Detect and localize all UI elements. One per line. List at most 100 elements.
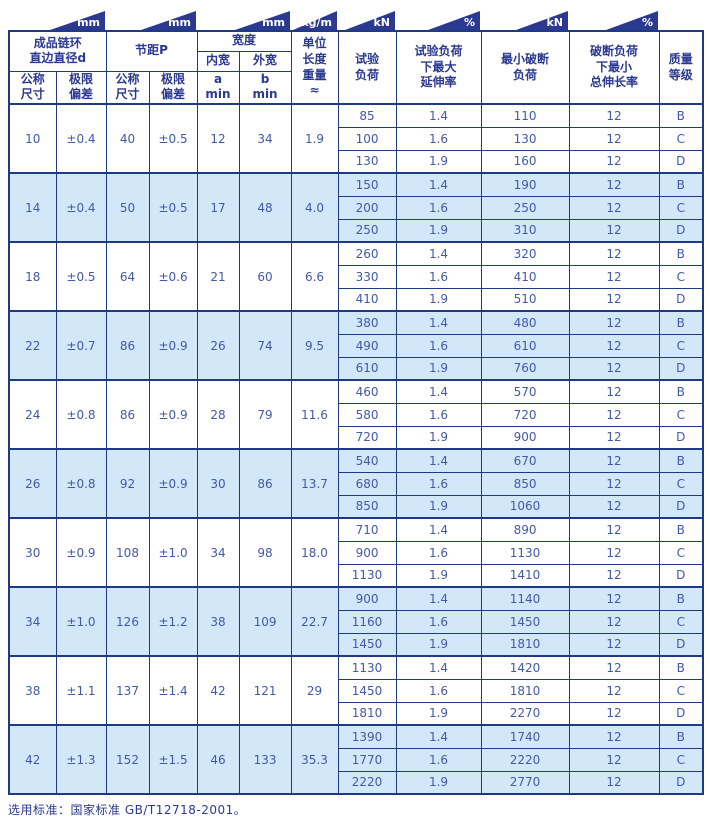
cell-test-load: 130 <box>337 149 397 174</box>
cell-grade: C <box>658 402 704 427</box>
cell-p-tolerance: ±0.9 <box>148 448 198 519</box>
cell-min-total-elongation: 12 <box>568 218 660 243</box>
cell-min-break-load: 850 <box>480 471 570 496</box>
cell-d-tolerance: ±0.9 <box>55 517 107 588</box>
unit-flag-kg-m: kg/m <box>293 11 337 30</box>
cell-max-elongation: 1.9 <box>395 563 482 588</box>
cell-a-min: 28 <box>196 379 240 450</box>
cell-min-total-elongation: 12 <box>568 287 660 312</box>
cell-a-min: 21 <box>196 241 240 312</box>
cell-unit-weight: 9.5 <box>290 310 339 381</box>
cell-max-elongation: 1.4 <box>395 517 482 542</box>
cell-a-min: 46 <box>196 724 240 795</box>
cell-test-load: 540 <box>337 448 397 473</box>
table-row: 410 1.9 510 12 D <box>9 287 704 312</box>
cell-grade: C <box>658 471 704 496</box>
cell-test-load: 1810 <box>337 701 397 726</box>
cell-d-tolerance: ±0.4 <box>55 172 107 243</box>
cell-grade: B <box>658 172 704 197</box>
chain-spec-table: 成品链环 直边直径d 节距P 宽度 单位 长度 重量 ≈ 试验 负荷 试验负荷 … <box>8 30 705 795</box>
cell-test-load: 610 <box>337 356 397 381</box>
cell-test-load: 1390 <box>337 724 397 749</box>
cell-p-tolerance: ±0.9 <box>148 310 198 381</box>
cell-b-min: 133 <box>238 724 292 795</box>
cell-min-break-load: 1140 <box>480 586 570 611</box>
cell-min-break-load: 2270 <box>480 701 570 726</box>
cell-a-min: 38 <box>196 586 240 657</box>
cell-max-elongation: 1.4 <box>395 172 482 197</box>
cell-max-elongation: 1.9 <box>395 494 482 519</box>
header-inner-width: 内宽 <box>196 50 240 72</box>
cell-min-total-elongation: 12 <box>568 264 660 289</box>
cell-max-elongation: 1.6 <box>395 540 482 565</box>
header-test-load: 试验 负荷 <box>337 30 397 105</box>
cell-d-tolerance: ±0.5 <box>55 241 107 312</box>
cell-max-elongation: 1.9 <box>395 356 482 381</box>
cell-min-total-elongation: 12 <box>568 747 660 772</box>
cell-min-break-load: 1740 <box>480 724 570 749</box>
cell-b-min: 74 <box>238 310 292 381</box>
cell-test-load: 680 <box>337 471 397 496</box>
header-outer-width: 外宽 <box>238 50 292 72</box>
cell-unit-weight: 18.0 <box>290 517 339 588</box>
cell-max-elongation: 1.6 <box>395 747 482 772</box>
cell-d-tolerance: ±0.7 <box>55 310 107 381</box>
cell-d-tolerance: ±1.3 <box>55 724 107 795</box>
cell-max-elongation: 1.9 <box>395 287 482 312</box>
cell-d-nominal: 34 <box>8 586 57 657</box>
cell-p-tolerance: ±0.5 <box>148 172 198 243</box>
unit-flag-mm: mm <box>141 11 196 30</box>
header-d-group: 成品链环 直边直径d <box>8 30 107 72</box>
cell-max-elongation: 1.9 <box>395 149 482 174</box>
cell-min-total-elongation: 12 <box>568 310 660 335</box>
header-min-total-elongation: 破断负荷 下最小 总伸长率 <box>568 30 660 105</box>
cell-p-nominal: 50 <box>105 172 150 243</box>
cell-min-break-load: 310 <box>480 218 570 243</box>
cell-unit-weight: 29 <box>290 655 339 726</box>
cell-test-load: 720 <box>337 425 397 450</box>
cell-p-nominal: 126 <box>105 586 150 657</box>
cell-p-nominal: 40 <box>105 103 150 174</box>
table-row: 1130 1.9 1410 12 D <box>9 563 704 588</box>
cell-test-load: 260 <box>337 241 397 266</box>
header-b-min: b min <box>238 70 292 105</box>
cell-min-total-elongation: 12 <box>568 724 660 749</box>
cell-min-break-load: 1060 <box>480 494 570 519</box>
cell-unit-weight: 1.9 <box>290 103 339 174</box>
cell-a-min: 26 <box>196 310 240 381</box>
table-row: 1450 1.6 1810 12 C <box>9 678 704 703</box>
cell-test-load: 250 <box>337 218 397 243</box>
cell-p-tolerance: ±1.5 <box>148 724 198 795</box>
header-a-min: a min <box>196 70 240 105</box>
unit-flag-percent: % <box>606 11 658 30</box>
cell-grade: D <box>658 563 704 588</box>
cell-test-load: 1770 <box>337 747 397 772</box>
table-row: 850 1.9 1060 12 D <box>9 494 704 519</box>
header-p-tolerance: 极限 偏差 <box>148 70 198 105</box>
cell-max-elongation: 1.6 <box>395 471 482 496</box>
cell-b-min: 121 <box>238 655 292 726</box>
header-d-nominal: 公称 尺寸 <box>8 70 57 105</box>
cell-p-nominal: 152 <box>105 724 150 795</box>
cell-p-nominal: 86 <box>105 379 150 450</box>
cell-min-break-load: 900 <box>480 425 570 450</box>
header-min-break-load: 最小破断 负荷 <box>480 30 570 105</box>
cell-grade: C <box>658 540 704 565</box>
cell-grade: C <box>658 333 704 358</box>
cell-min-total-elongation: 12 <box>568 425 660 450</box>
cell-min-break-load: 890 <box>480 517 570 542</box>
table-body: 10 ±0.4 40 ±0.5 12 34 1.9 85 1.4 110 12 B 100 1.6 130 1… <box>8 103 704 795</box>
cell-max-elongation: 1.9 <box>395 632 482 657</box>
cell-test-load: 85 <box>337 103 397 128</box>
cell-min-total-elongation: 12 <box>568 701 660 726</box>
cell-a-min: 30 <box>196 448 240 519</box>
cell-grade: C <box>658 678 704 703</box>
table-row: 100 1.6 130 12 C <box>9 126 704 151</box>
standard-note: 选用标准：国家标准 GB/T12718-2001。 <box>8 803 247 817</box>
header-width-group: 宽度 <box>196 30 292 52</box>
cell-unit-weight: 22.7 <box>290 586 339 657</box>
cell-max-elongation: 1.4 <box>395 103 482 128</box>
cell-max-elongation: 1.6 <box>395 333 482 358</box>
cell-min-break-load: 250 <box>480 195 570 220</box>
cell-grade: C <box>658 195 704 220</box>
